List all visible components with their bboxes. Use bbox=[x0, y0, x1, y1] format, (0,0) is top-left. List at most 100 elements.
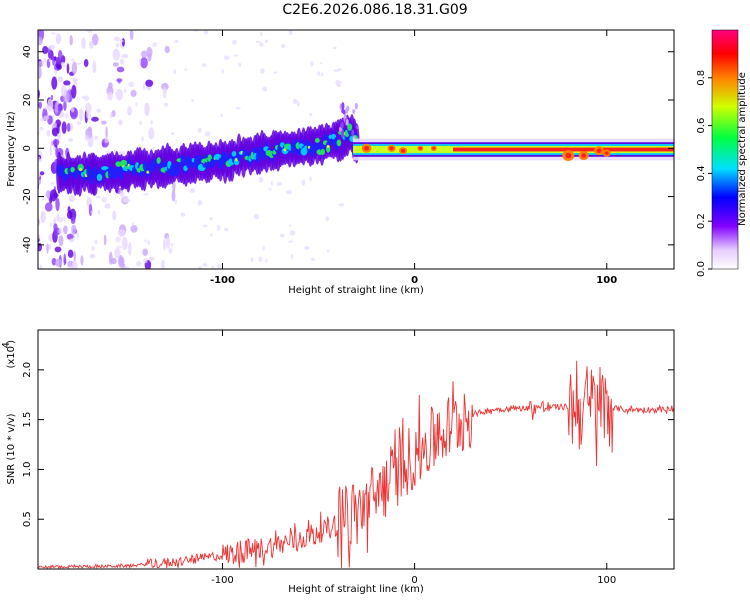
spectrogram-noise-blob bbox=[44, 202, 53, 212]
spectrogram-noise-dot bbox=[260, 31, 263, 37]
spectrogram-noise-blob bbox=[55, 258, 62, 267]
spectrogram-noise-dot bbox=[310, 257, 316, 261]
spectrogram-noise-dot bbox=[325, 216, 330, 222]
spectrogram-spike bbox=[340, 128, 344, 139]
spectrogram-noise-blob bbox=[45, 190, 52, 199]
spectrogram-noise-blob bbox=[55, 197, 60, 212]
spectrogram-noise-dot bbox=[173, 68, 176, 75]
spectrogram-noise-blob bbox=[116, 66, 125, 73]
spectrogram-noise-blob bbox=[57, 64, 62, 70]
snr-xtick-label: 100 bbox=[597, 575, 616, 586]
snr-multiplier-exp: 4 bbox=[1, 342, 12, 348]
spectrogram-noise-dot bbox=[68, 138, 74, 143]
spectrogram-noise-blob bbox=[91, 33, 99, 46]
spectrogram-noise-dot bbox=[50, 32, 56, 35]
spectrogram-noise-blob bbox=[56, 213, 60, 222]
spectrogram-spike bbox=[341, 102, 345, 111]
spectrogram-noise-dot bbox=[42, 197, 46, 201]
spectrogram-noise-blob bbox=[129, 30, 134, 41]
spectrogram-noise-dot bbox=[198, 266, 202, 269]
colorbar-tick-label: 0.4 bbox=[696, 165, 707, 181]
spectrogram-noise-dot bbox=[163, 102, 169, 107]
spectrogram-noise-blob bbox=[54, 69, 58, 75]
spectrogram-ridge-core bbox=[196, 154, 202, 164]
spectrogram-noise-blob bbox=[38, 169, 40, 180]
spectrogram-xtick-label: -100 bbox=[210, 275, 235, 286]
spectrogram-noise-blob bbox=[31, 67, 38, 74]
spectrogram-noise-blob bbox=[164, 45, 170, 54]
spectrogram-noise-dot bbox=[279, 233, 285, 238]
snr-ylabel: SNR (10 * v/v) bbox=[6, 413, 17, 484]
spectrogram-noise-dot bbox=[210, 233, 213, 237]
spectrogram-noise-blob bbox=[146, 46, 153, 59]
spectrogram-noise-dot bbox=[288, 30, 293, 36]
spectrogram-noise-dot bbox=[184, 68, 188, 71]
spectrogram-noise-blob bbox=[121, 53, 129, 59]
spectrogram-noise-dot bbox=[174, 199, 177, 205]
spectrogram-noise-blob bbox=[38, 101, 42, 109]
spectrogram-noise-dot bbox=[259, 42, 264, 48]
spectrogram-noise-blob bbox=[39, 264, 43, 269]
snr-ytick-label: 1.5 bbox=[22, 412, 33, 428]
spectrogram-noise-dot bbox=[109, 113, 113, 119]
colorbar-tick-label: 0.8 bbox=[696, 70, 707, 86]
spectrogram-noise-blob bbox=[46, 243, 49, 254]
spectrogram-noise-dot bbox=[253, 213, 260, 220]
spectrogram-noise-blob bbox=[168, 247, 173, 254]
spectrogram-ridge-peak bbox=[314, 137, 320, 143]
spectrogram-noise-blob bbox=[54, 246, 62, 253]
spectrogram-noise-dot bbox=[224, 227, 229, 232]
spectrogram-noise-blob bbox=[144, 102, 149, 116]
spectrogram-noise-dot bbox=[58, 228, 63, 234]
spectrogram-noise-blob bbox=[47, 98, 54, 112]
spectrogram-xlabel: Height of straight line (km) bbox=[288, 285, 424, 296]
spectrogram-noise-blob bbox=[163, 238, 166, 251]
spectrogram-noise-blob bbox=[70, 217, 76, 225]
spectrogram-noise-blob bbox=[63, 225, 68, 235]
spectrogram-noise-dot bbox=[289, 230, 296, 236]
spectrogram-noise-blob bbox=[46, 129, 51, 137]
spectrogram-xtick-label: 0 bbox=[411, 275, 418, 286]
spectrogram-tone-peak bbox=[453, 147, 674, 152]
snr-multiplier-close: ) bbox=[6, 340, 17, 344]
spectrogram-noise-dot bbox=[309, 113, 313, 117]
spectrogram-marks bbox=[31, 30, 674, 269]
spectrogram-noise-dot bbox=[56, 37, 62, 42]
spectrogram-noise-dot bbox=[147, 240, 151, 245]
spectrogram-noise-dot bbox=[273, 71, 278, 74]
snr-ytick-label: 2.0 bbox=[22, 362, 33, 378]
spectrogram-noise-blob bbox=[107, 91, 113, 101]
spectrogram-noise-dot bbox=[262, 86, 268, 92]
snr-axes: -100 0 100 0.5 1.0 1.5 2.0 bbox=[22, 330, 674, 586]
snr-multiplier-text: (x10 bbox=[6, 346, 17, 369]
spectrogram-noise-blob bbox=[67, 249, 74, 258]
spectrogram-noise-blob bbox=[114, 247, 121, 259]
spectrogram-noise-dot bbox=[265, 258, 268, 263]
spectrogram-noise-dot bbox=[143, 258, 148, 264]
spectrogram-spike bbox=[352, 109, 356, 115]
spectrogram-tone-blob-core bbox=[581, 153, 587, 158]
spectrogram-noise-blob bbox=[57, 49, 63, 61]
spectrogram-noise-dot bbox=[288, 240, 294, 243]
spectrogram-ridge-peak bbox=[96, 173, 103, 182]
spectrogram-noise-blob bbox=[89, 253, 96, 259]
spectrogram-noise-dot bbox=[52, 146, 56, 150]
spectrogram-frame bbox=[37, 29, 675, 270]
spectrogram-noise-blob bbox=[121, 38, 125, 47]
spectrogram-noise-blob bbox=[124, 88, 127, 93]
spectrogram-noise-blob bbox=[140, 57, 148, 69]
spectrogram-noise-dot bbox=[70, 238, 74, 242]
snr-xtick-label: 0 bbox=[411, 575, 417, 586]
spectrogram-noise-dot bbox=[59, 217, 63, 223]
spectrogram-noise-dot bbox=[319, 62, 323, 65]
spectrogram-noise-blob bbox=[162, 87, 167, 99]
spectrogram-xtick-label: 100 bbox=[596, 275, 617, 286]
colorbar-gradient bbox=[711, 29, 739, 270]
spectrogram-ridge-peak bbox=[330, 133, 337, 140]
spectrogram-noise-dot bbox=[152, 42, 157, 47]
spectrogram-noise-blob bbox=[42, 45, 49, 55]
spectrogram-noise-dot bbox=[38, 234, 41, 240]
spectrogram-noise-dot bbox=[232, 39, 237, 45]
spectrogram-noise-blob bbox=[41, 60, 45, 66]
spectrogram-noise-blob bbox=[113, 36, 120, 42]
